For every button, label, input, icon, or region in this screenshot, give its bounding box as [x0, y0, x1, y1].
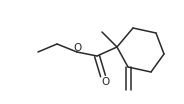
Text: O: O: [73, 43, 81, 53]
Text: O: O: [101, 77, 109, 87]
